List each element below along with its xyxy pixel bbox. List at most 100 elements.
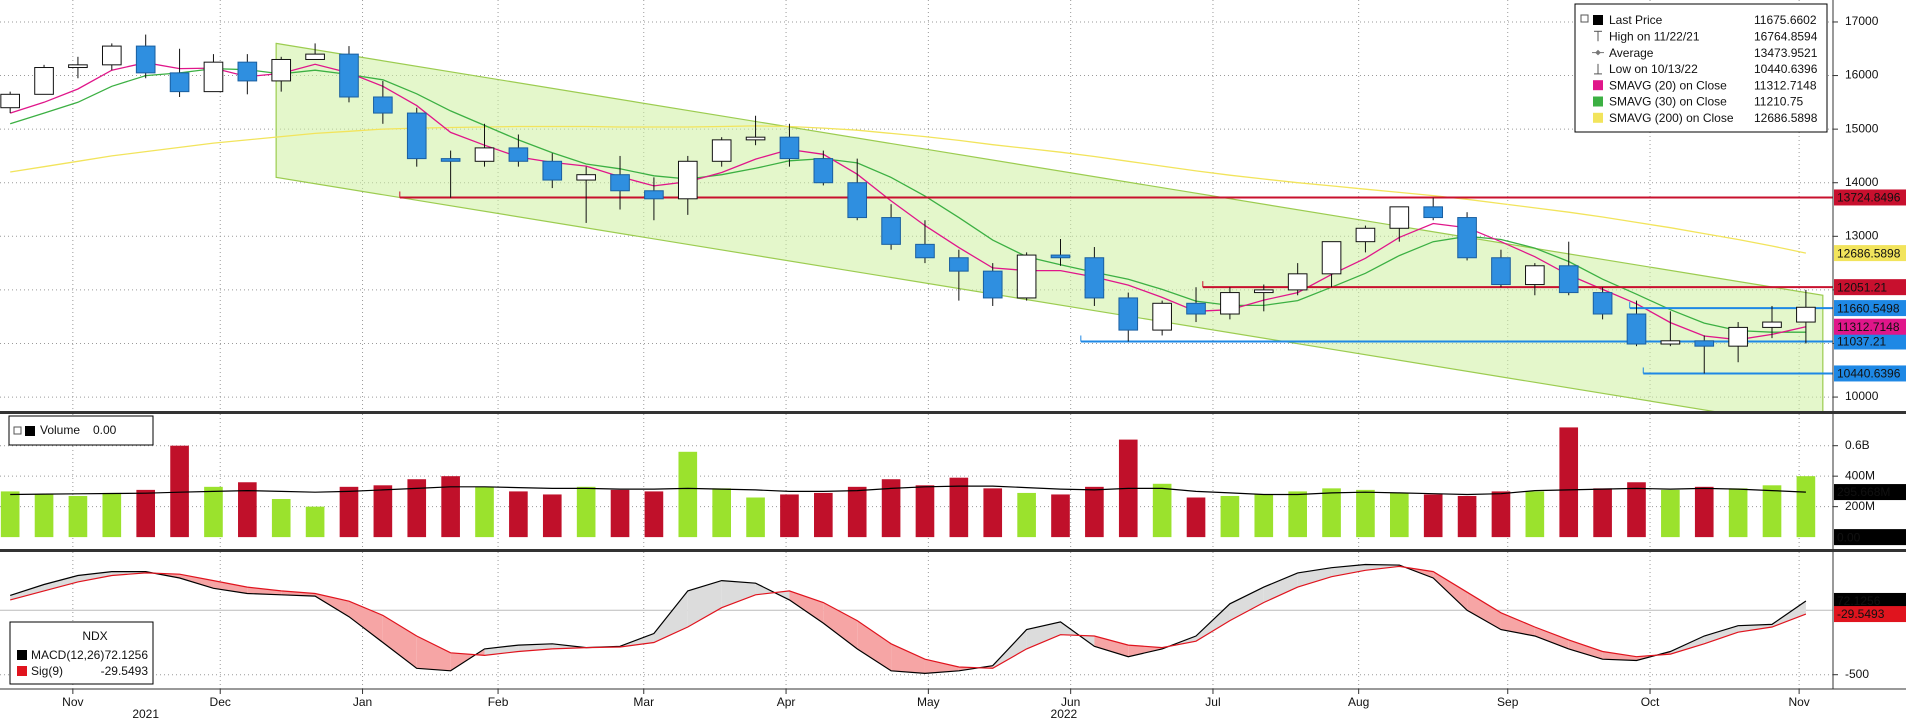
value-tag-label: 12686.5898	[1837, 246, 1901, 260]
legend-swatch	[1595, 49, 1601, 56]
macd-fill	[687, 580, 722, 628]
price-channel	[275, 42, 1824, 411]
candle-body	[1762, 321, 1782, 328]
macd-fill	[789, 590, 824, 624]
volume-bar	[542, 494, 562, 538]
volume-bar	[34, 494, 54, 538]
legend-value: 16764.8594	[1754, 29, 1818, 43]
candle-body	[1660, 340, 1681, 345]
macd-fill	[653, 590, 688, 643]
volume-bar	[441, 476, 460, 538]
candle-body	[68, 64, 88, 69]
volume-bar	[915, 485, 935, 538]
legend-swatch	[17, 666, 27, 676]
candle-body	[101, 45, 122, 66]
value-tag	[1834, 529, 1906, 546]
x-tick-label: Jan	[353, 695, 372, 709]
y-tick-label: 200M	[1845, 499, 1875, 513]
legend-value: 11210.75	[1754, 95, 1803, 109]
legend-label: MACD(12,26)	[31, 648, 104, 662]
candle-body	[1694, 340, 1715, 347]
macd-fill	[348, 601, 383, 643]
macd-fill	[891, 643, 925, 674]
legend-label: High on 11/22/21	[1609, 29, 1700, 43]
volume-bar	[1593, 488, 1612, 538]
macd-fill	[179, 574, 214, 589]
candle-body	[1287, 273, 1308, 291]
volume-bar	[136, 489, 156, 538]
legend-label: Low on 10/13/22	[1609, 62, 1698, 76]
volume-bar	[746, 497, 765, 538]
candle-body	[982, 270, 1003, 299]
volume-bar	[678, 451, 698, 538]
volume-bar	[1491, 491, 1511, 538]
value-tag	[1834, 279, 1906, 296]
macd-fill	[484, 645, 519, 656]
candle-body	[915, 243, 935, 259]
candle-body	[203, 61, 224, 93]
candle-body	[576, 174, 596, 181]
candle-body	[1423, 206, 1444, 219]
volume-bar	[780, 494, 799, 538]
value-tag	[1834, 189, 1906, 206]
candle-body	[881, 217, 901, 245]
y-tick-label: 14000	[1845, 175, 1879, 189]
sma-line	[10, 125, 1807, 254]
value-tag-label: 10440.6396	[1837, 367, 1901, 381]
volume-bar	[1423, 494, 1443, 538]
y-tick-label: 10000	[1845, 389, 1879, 403]
macd-line	[10, 563, 1807, 675]
volume-bar	[1356, 489, 1375, 538]
macd-fill	[1738, 624, 1773, 633]
candle-body	[847, 182, 868, 219]
volume-bar	[238, 482, 257, 538]
legend-value: -29.5493	[101, 664, 149, 678]
macd-fill	[382, 615, 417, 669]
volume-bar	[1085, 486, 1104, 538]
legend-value: 72.1256	[105, 648, 149, 662]
macd-fill	[721, 580, 756, 608]
candle-body	[610, 174, 630, 192]
macd-line	[10, 565, 1807, 669]
candle-body	[271, 58, 292, 82]
legend-label: Last Price	[1609, 13, 1663, 27]
candle-body	[508, 147, 529, 162]
macd-fill	[1094, 636, 1129, 657]
macd-fill	[1670, 636, 1705, 655]
macd-fill	[1297, 567, 1332, 588]
legend-collapse	[13, 426, 22, 435]
candle-body	[1728, 326, 1748, 347]
legend-label: Volume	[40, 423, 80, 437]
volume-bar	[983, 488, 1003, 538]
legend-value: 10440.6396	[1754, 62, 1818, 76]
macd-fill	[416, 636, 451, 671]
volume-bar	[1389, 492, 1409, 538]
legend-swatch	[17, 650, 27, 660]
candle-body	[1626, 313, 1647, 345]
value-tag-label: -29.5493	[1837, 607, 1885, 621]
legend-value: 11312.7148	[1754, 78, 1817, 92]
panel-separator	[0, 549, 1906, 552]
legend-collapse	[1580, 14, 1589, 23]
volume-bar	[644, 491, 664, 538]
candle-body	[1118, 297, 1139, 331]
value-tag-label: 13724.8496	[1837, 191, 1901, 205]
macd-fill	[1568, 639, 1603, 660]
axes: Nov Dec Jan Feb Mar Apr May Jun Jul Aug Sep Oct Nov 2…	[62, 14, 1879, 720]
candle-body	[34, 67, 54, 95]
legend-label: SMAVG (200) on Close	[1609, 111, 1734, 125]
macd-legend-title: NDX	[82, 629, 107, 643]
candle-body	[1084, 257, 1105, 299]
x-tick-label: Oct	[1641, 695, 1660, 709]
candle-body	[1796, 306, 1816, 323]
legend-label: SMAVG (20) on Close	[1609, 78, 1727, 92]
candle-body	[711, 139, 732, 162]
candle-body	[949, 257, 969, 272]
candle-body	[135, 45, 156, 74]
candle-body	[169, 72, 190, 93]
legend-swatch	[1593, 15, 1603, 25]
volume-bar	[1017, 492, 1036, 538]
candle-body	[1220, 292, 1240, 315]
volume-bar	[1288, 491, 1307, 538]
